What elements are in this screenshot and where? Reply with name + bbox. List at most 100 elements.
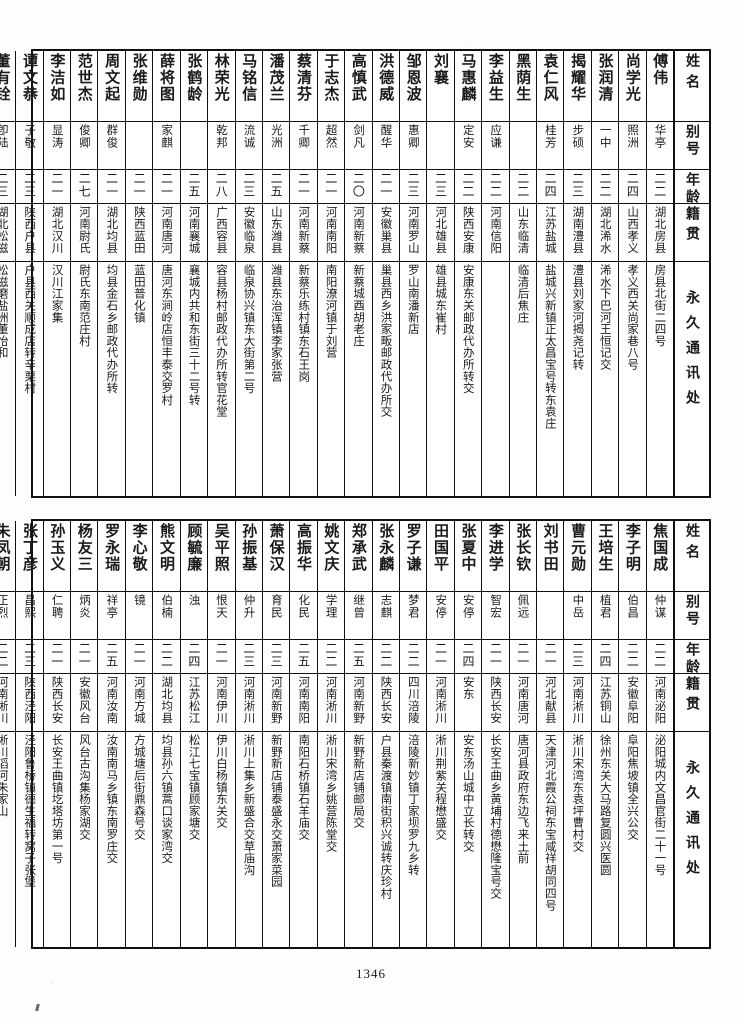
cell-name: 揭耀华 <box>564 51 590 121</box>
cell-origin: 安徽风台 <box>71 673 98 731</box>
cell-name: 林荣光 <box>208 51 234 121</box>
directory-entry-column: 范世杰 俊卿 二七 河南尉氏 尉氏东南范庄村 <box>70 51 98 496</box>
directory-entry-column: 萧保汉 育民 二三 河南新野 新野新店铺泰盛永交萧家菜园 <box>261 521 290 947</box>
cell-origin: 河南南阳 <box>290 673 317 731</box>
cell-text-origin: 河北雄县 <box>434 206 449 254</box>
cell-text-origin: 陕西长安 <box>50 676 65 724</box>
cell-text-address: 涪陵新妙镇丁家坝罗九乡转 <box>406 734 421 876</box>
cell-text-origin: 安徽巢县 <box>379 206 394 254</box>
cell-text-address: 临清后焦庄 <box>516 264 531 323</box>
cell-text-origin: 湖北松滋 <box>0 206 10 254</box>
cell-age: 二一 <box>536 639 564 673</box>
cell-origin: 河南伊川 <box>208 673 235 731</box>
cell-text-origin: 河南襄城 <box>187 206 202 254</box>
cell-text-address: 唐河县政府东边飞来土前 <box>516 734 531 864</box>
cell-text-address: 松滋磨盐洲董怡和 <box>0 264 10 359</box>
cell-text-age: 二三 <box>241 172 256 198</box>
cell-text-alias: 乾邦 <box>215 124 230 149</box>
cell-text-age: 二二 <box>406 642 421 668</box>
cell-age: 二一 <box>482 639 509 673</box>
directory-table-bottom: 姓名 别号 年龄 籍贯 永久通讯处 焦国成 仲谋 二二 河南泌阳 泌阳城内文昌官街二十一号 李子明伯… <box>0 519 711 949</box>
directory-entry-column: 顾毓廉浊二四 江苏松江 松江七宝镇顾家塘交 <box>179 521 208 947</box>
cell-age: 二一 <box>153 169 180 203</box>
cell-text-name: 李心敬 <box>130 523 149 573</box>
cell-text-age: 二三 <box>433 172 448 198</box>
cell-origin: 陕西户县 <box>16 203 43 261</box>
cell-age: 二三 <box>427 169 454 203</box>
cell-text-age: 二五 <box>186 172 201 198</box>
cell-age: 二三 <box>235 169 262 203</box>
cell-text-alias: 一中 <box>598 124 613 149</box>
cell-address: 户县西关顺成店转辛栗村 <box>16 261 43 496</box>
cell-age: 二五 <box>180 169 208 203</box>
table-header-column: 姓名 别号 年龄 籍贯 永久通讯处 <box>673 51 709 496</box>
cell-text-alias: 安停 <box>461 594 476 619</box>
cell-age: 二二 <box>317 639 345 673</box>
cell-text-origin: 陕西蓝田 <box>132 206 147 254</box>
directory-entry-column: 张鹤龄 二五 河南襄城 襄城内共和东街三十二号转 <box>179 51 208 496</box>
cell-origin: 山东潍县 <box>262 203 290 261</box>
cell-name: 傅伟 <box>647 51 673 121</box>
cell-text-age: 二一 <box>488 642 503 668</box>
cell-address: 松滋磨盐洲董怡和 <box>0 261 16 496</box>
cell-text-origin: 湖北浠水 <box>598 206 613 254</box>
cell-name: 尚学光 <box>619 51 645 121</box>
cell-text-address: 泌阳城内文昌官街二十一号 <box>653 734 668 876</box>
cell-text-name: 熊文明 <box>157 523 176 573</box>
cell-address: 淅川宋湾东袁坪曹村交 <box>564 731 591 947</box>
cell-age: 二一 <box>98 169 125 203</box>
cell-text-name: 焦国成 <box>651 523 670 573</box>
cell-text-origin: 河南南阳 <box>324 206 339 254</box>
cell-address: 长安王曲镇圪塔坊第一号 <box>43 731 71 947</box>
cell-age: 二一 <box>427 639 454 673</box>
cell-alias: 定安 <box>454 121 482 169</box>
cell-text-address: 罗山南潘新店 <box>406 264 421 335</box>
cell-text-name: 张长钦 <box>514 523 533 573</box>
cell-alias: 卽陆 <box>0 121 16 169</box>
cell-address: 泾阳鲁桥镇德生福转窝子张堡 <box>16 731 43 947</box>
cell-address: 汉川江家集 <box>43 261 71 496</box>
directory-entry-column: 邹恩波 惠卿 二三 河南罗山 罗山南潘新店 <box>398 51 427 496</box>
cell-alias: 伯昌 <box>619 591 646 639</box>
cell-text-address: 蓝田普化镇 <box>132 264 147 323</box>
cell-text-alias: 桂芳 <box>543 124 558 149</box>
cell-origin: 河南泌阳 <box>646 673 673 731</box>
cell-age: 二五 <box>345 639 372 673</box>
cell-age: 二一 <box>509 639 536 673</box>
cell-text-name: 李子明 <box>623 523 642 573</box>
cell-name: 黑荫生 <box>510 51 536 121</box>
cell-text-origin: 河南淅川 <box>242 676 257 724</box>
cell-address: 尉氏东南范庄村 <box>71 261 98 496</box>
cell-text-name: 孙玉义 <box>48 523 67 573</box>
cell-origin: 江苏铜山 <box>591 673 619 731</box>
cell-text-alias: 应谦 <box>489 124 504 149</box>
cell-origin: 河南汝南 <box>98 673 125 731</box>
cell-text-address: 新野新店铺泰盛永交萧家菜园 <box>269 734 284 888</box>
cell-alias <box>536 591 564 639</box>
cell-address: 澧县刘家河揭尧记转 <box>564 261 591 496</box>
cell-alias: 家麒 <box>153 121 180 169</box>
cell-text-age: 二三 <box>570 642 585 668</box>
cell-text-age: 二一 <box>515 642 530 668</box>
cell-text-name: 郑承武 <box>349 523 368 573</box>
cell-text-origin: 安东 <box>461 676 476 700</box>
cell-address <box>482 261 509 496</box>
cell-age: 二二 <box>153 639 180 673</box>
cell-text-origin: 河南罗山 <box>406 206 421 254</box>
cell-text-age: 二三 <box>0 172 10 198</box>
header-label: 籍贯 <box>684 676 700 716</box>
cell-address: 浠水下巴河王恒记交 <box>591 261 619 496</box>
cell-age: 二一 <box>290 169 317 203</box>
cell-origin: 陕西蓝田 <box>125 203 153 261</box>
cell-text-address: 新蔡城酉胡老庄 <box>352 264 367 347</box>
directory-entry-column: 马铭信 流诚 二三 安徽临泉 临泉协兴镇东大街第二号 <box>234 51 262 496</box>
cell-age: 二三 <box>564 169 591 203</box>
directory-entry-column: 张长钦 佩远 二一 河南唐河 唐河县政府东边飞来土前 <box>508 521 536 947</box>
cell-alias: 醒华 <box>372 121 399 169</box>
cell-alias: 群俊 <box>98 121 125 169</box>
cell-origin: 河南淅川 <box>235 673 262 731</box>
header-label: 姓名 <box>684 53 700 95</box>
cell-text-name: 尚学光 <box>623 53 642 103</box>
directory-entry-column: 李益生 应谦 二二 河南信阳 <box>481 51 509 496</box>
directory-entry-column: 焦国成 仲谋 二二 河南泌阳 泌阳城内文昌官街二十一号 <box>645 521 673 947</box>
